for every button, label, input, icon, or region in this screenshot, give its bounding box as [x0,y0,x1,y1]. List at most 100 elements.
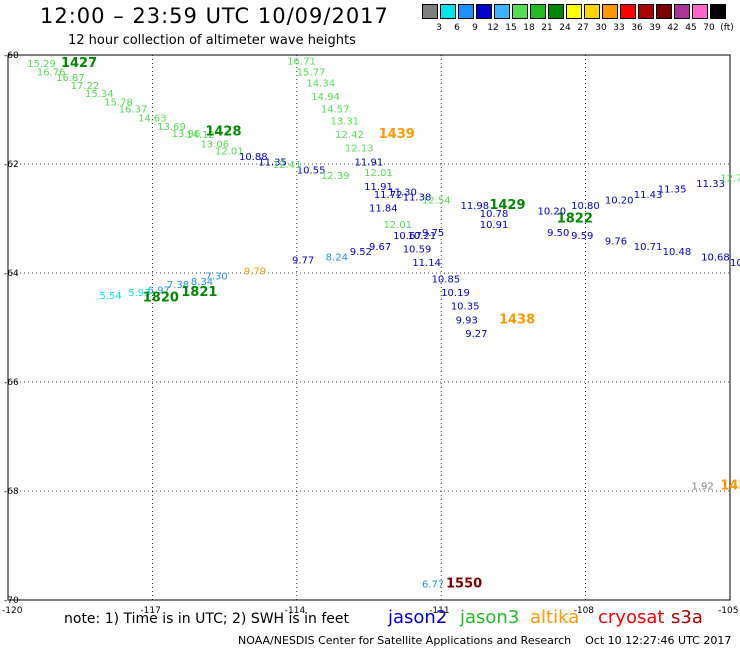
wave-height-value: 10.55 [297,165,326,176]
latitude-label: -60 [4,51,19,61]
wave-height-value: 7.30 [205,272,227,283]
scale-swatch [512,4,528,19]
latitude-label: -66 [4,378,19,388]
wave-height-value: 11.38 [403,193,432,204]
wave-height-value: 10.85 [432,274,461,285]
wave-height-value: 1.92 [691,482,713,493]
latitude-label: -70 [4,596,19,606]
wave-height-value: 12.41 [273,160,302,171]
wave-height-value: 10.80 [571,201,600,212]
wave-height-value: 17.22 [71,81,100,92]
wave-height-value: 12.01 [364,168,393,179]
wave-height-value: 9.79 [244,266,266,277]
scale-swatch [602,4,618,19]
wave-height-value: 13.31 [330,116,359,127]
scale-label: 30 [595,23,607,33]
page-subtitle: 12 hour collection of altimeter wave hei… [68,33,356,48]
map-frame [7,54,731,601]
wave-height-value: 10.91 [480,220,509,231]
wave-height-value: 13.06 [201,139,230,150]
longitude-label: -111 [429,606,449,616]
scale-label: 12 [487,23,499,33]
scale-label: (ft) [720,23,734,33]
wave-height-value: 14.34 [306,78,335,89]
scale-label: 36 [631,23,643,33]
scale-label: 6 [454,23,460,33]
wave-height-value: 14.94 [311,92,340,103]
latitude-label: -62 [4,160,19,170]
wave-height-value: 10.48 [663,247,692,258]
wave-height-value: 11.43 [634,190,663,201]
wave-height-value: 10.20 [537,206,566,217]
wave-height-value: 11.35 [658,185,687,196]
wave-height-value: 10.21 [408,231,437,242]
page-title: 12:00 – 23:59 UTC 10/09/2017 [40,4,389,28]
wave-height-value: 9.75 [422,228,444,239]
wave-height-value: 11.33 [696,179,725,190]
scale-swatch [548,4,564,19]
wave-height-value: 9.52 [350,247,372,258]
wave-height-value: 15.78 [104,97,133,108]
pass-time-label: 1428 [205,124,241,139]
longitude-label: -114 [285,606,306,616]
scale-swatch [710,4,726,19]
wave-height-value: 9.77 [292,255,314,266]
legend-s3a: s3a [671,607,703,628]
scale-swatch [692,4,708,19]
wave-height-value: 14.63 [138,114,167,125]
scale-swatch [674,4,690,19]
pass-time-label: 1820 [143,291,179,306]
latitude-label: -68 [4,487,19,497]
pass-time-label: 1437 [720,479,740,494]
credit-line: NOAA/NESDIS Center for Satellite Applica… [238,634,732,647]
wave-height-value: 11.14 [412,258,441,269]
wave-height-value: 13.96 [172,129,201,140]
wave-height-value: 16.76 [37,67,66,78]
wave-height-value: 12.42 [335,130,364,141]
scale-swatch [476,4,492,19]
wave-height-value: 16.87 [56,73,85,84]
wave-height-value: 11.30 [388,187,417,198]
wave-height-value: 8.34 [191,277,213,288]
scale-label: 70 [703,23,715,33]
wave-height-value: 15.34 [85,89,114,100]
latitude-label: -64 [4,269,19,279]
wave-height-value: 10.78 [480,209,509,220]
wave-height-value: 11.84 [369,204,398,215]
legend-jason3: jason3 [460,607,520,628]
wave-height-value: 9.59 [571,231,593,242]
scale-swatch [566,4,582,19]
wave-height-value: 10.67 [393,231,422,242]
wave-height-value: 10.71 [634,242,663,253]
wave-height-value: 9.50 [547,228,569,239]
legend-cryosat: cryosat [598,607,665,628]
wave-height-value: 8.24 [326,253,348,264]
scale-swatch [656,4,672,19]
pass-time-label: 1822 [557,212,593,227]
longitude-label: -120 [2,606,23,616]
wave-height-value: 6.77 [422,580,444,591]
longitude-label: -108 [574,606,595,616]
wave-height-value: 14.57 [321,104,350,115]
wave-height-value: 15.77 [297,67,326,78]
wave-height-value: 10.59 [403,244,432,255]
wave-height-value: 10.35 [451,302,480,313]
scale-label: 39 [649,23,661,33]
scale-label: 24 [559,23,571,33]
wave-height-value: 12.01 [383,220,412,231]
wave-height-value: 9.93 [456,315,478,326]
wave-height-value: 12.39 [321,171,350,182]
units-note: note: 1) Time is in UTC; 2) SWH is in fe… [64,611,350,627]
wave-height-value: 6.97 [148,285,170,296]
scale-swatch [620,4,636,19]
wave-height-value: 9.67 [369,242,391,253]
wave-height-value: 7.38 [167,280,189,291]
scale-label: 33 [613,23,625,33]
wave-height-value: 10.68 [701,253,730,264]
legend-altika: altika [530,607,580,628]
wave-height-value: 13.69 [157,122,186,133]
scale-label: 18 [523,23,535,33]
wave-height-value: 10.19 [441,288,470,299]
scale-swatch [530,4,546,19]
